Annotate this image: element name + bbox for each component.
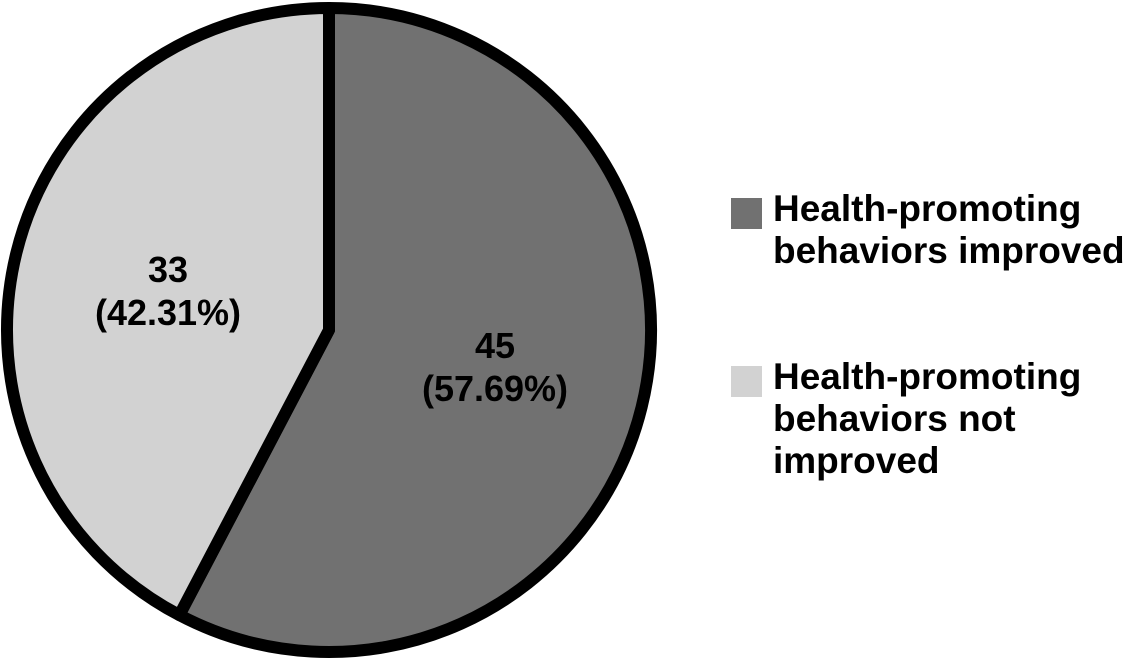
pie-chart — [1, 2, 657, 658]
legend-swatch-improved — [731, 198, 762, 229]
legend-item-not-improved: Health-promoting behaviors not improved — [731, 356, 1125, 482]
legend-item-improved: Health-promoting behaviors improved — [731, 188, 1125, 272]
pie-slice-1 — [1, 2, 335, 622]
legend-label-not-improved: Health-promoting behaviors not improved — [773, 356, 1082, 481]
legend-swatch-not-improved — [731, 366, 762, 397]
legend: Health-promoting behaviors improved Heal… — [731, 188, 1125, 482]
pie-slice-0 — [173, 2, 657, 658]
legend-label-improved: Health-promoting behaviors improved — [773, 188, 1125, 271]
